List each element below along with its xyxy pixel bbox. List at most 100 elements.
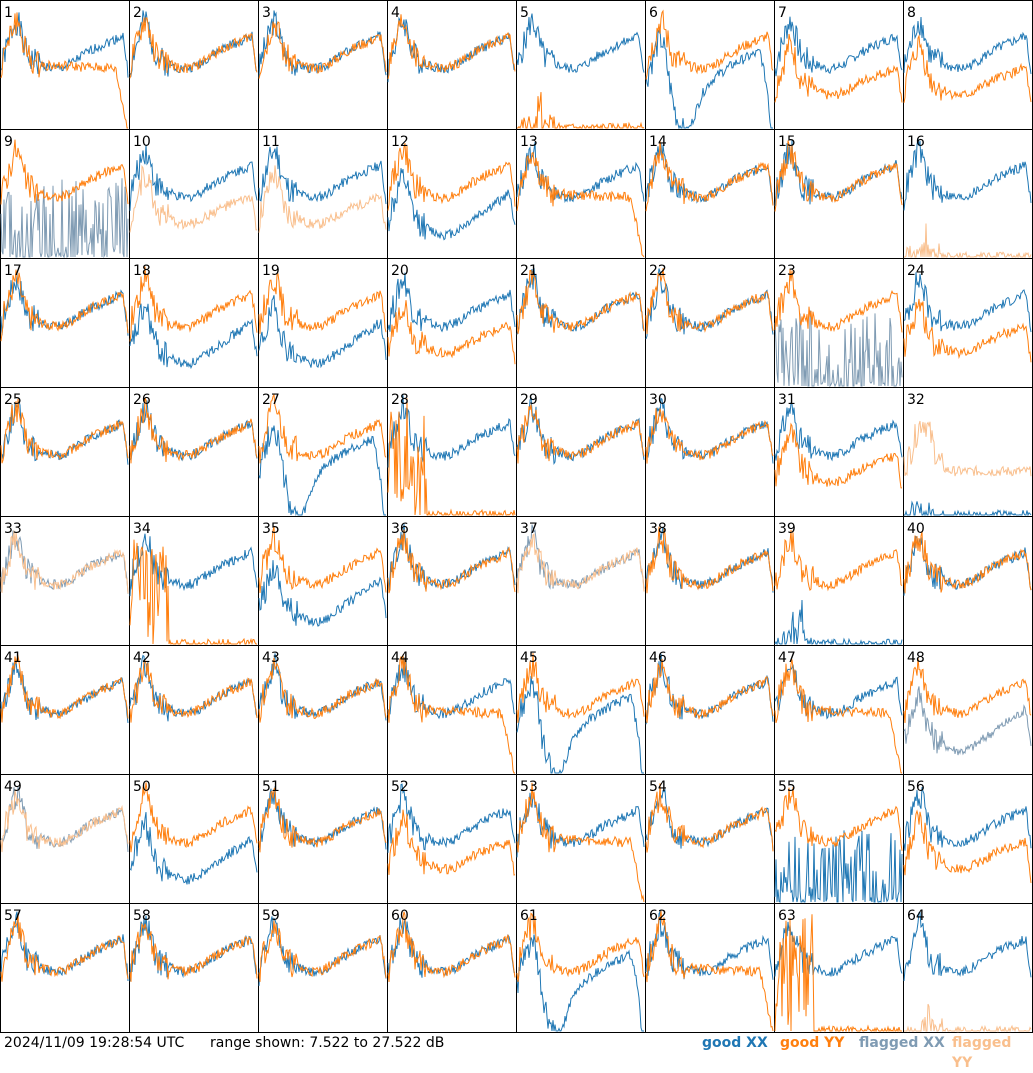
panel-29: 29 — [516, 387, 646, 517]
panel-label: 8 — [907, 5, 916, 21]
panel-59: 59 — [258, 903, 388, 1033]
panel-label: 26 — [133, 392, 151, 408]
panel-label: 46 — [649, 650, 667, 666]
panel-label: 15 — [778, 134, 796, 150]
panel-15: 15 — [774, 129, 904, 259]
series-yy — [903, 530, 1032, 594]
panel-label: 44 — [391, 650, 409, 666]
panel-label: 21 — [520, 263, 538, 279]
panel-7: 7 — [774, 0, 904, 130]
series-yy — [645, 526, 774, 594]
panel-28: 28 — [387, 387, 517, 517]
series-yy — [387, 143, 516, 211]
series-yy — [129, 539, 257, 646]
panel-label: 22 — [649, 263, 667, 279]
panel-label: 11 — [262, 134, 280, 150]
panel-label: 50 — [133, 779, 151, 795]
panel-label: 9 — [4, 134, 13, 150]
panel-3: 3 — [258, 0, 388, 130]
panel-label: 58 — [133, 908, 151, 924]
panel-label: 19 — [262, 263, 280, 279]
panel-label: 4 — [391, 5, 400, 21]
series-xx — [903, 787, 1032, 851]
panel-label: 18 — [133, 263, 151, 279]
series-yy — [387, 398, 516, 517]
panel-label: 29 — [520, 392, 538, 408]
panel-10: 10 — [129, 129, 259, 259]
series-yy — [774, 787, 903, 851]
series-yy — [645, 408, 774, 464]
panel-38: 38 — [645, 516, 775, 646]
panel-frame — [129, 0, 259, 130]
panel-label: 2 — [133, 5, 142, 21]
panel-32: 32 — [903, 387, 1033, 517]
series-yy — [516, 269, 645, 334]
panel-label: 32 — [907, 392, 925, 408]
panel-34: 34 — [129, 516, 259, 646]
series-yy — [774, 659, 903, 774]
panel-51: 51 — [258, 774, 388, 904]
series-yy — [645, 783, 774, 853]
legend-flagged-yy: flagged YY — [952, 1035, 1012, 1071]
series-yy — [774, 268, 903, 333]
panel-label: 38 — [649, 521, 667, 537]
panel-23: 23 — [774, 258, 904, 388]
panel-4: 4 — [387, 0, 517, 130]
series-yy — [0, 139, 129, 205]
series-yy — [903, 809, 1032, 883]
panel-label: 48 — [907, 650, 925, 666]
series-yy — [774, 140, 903, 212]
series-xx — [774, 830, 903, 903]
panel-label: 30 — [649, 392, 667, 408]
panel-56: 56 — [903, 774, 1033, 904]
series-yy — [516, 653, 645, 723]
legend-flagged-xx: flagged XX — [859, 1035, 945, 1051]
panel-label: 51 — [262, 779, 280, 795]
panel-1: 1 — [0, 0, 130, 130]
series-xx — [129, 812, 258, 885]
series-xx — [387, 168, 516, 241]
panel-40: 40 — [903, 516, 1033, 646]
series-xx — [516, 142, 645, 204]
panel-61: 61 — [516, 903, 646, 1033]
panel-26: 26 — [129, 387, 259, 517]
panel-label: 24 — [907, 263, 925, 279]
panel-label: 60 — [391, 908, 409, 924]
series-xx — [645, 142, 774, 206]
series-yy — [258, 920, 387, 982]
series-yy — [645, 268, 774, 335]
series-xx — [774, 401, 903, 462]
panel-16: 16 — [903, 129, 1033, 259]
series-yy — [774, 422, 902, 489]
series-xx — [129, 654, 258, 722]
panel-label: 53 — [520, 779, 538, 795]
series-yy — [516, 151, 645, 258]
panel-frame — [645, 0, 775, 130]
panel-53: 53 — [516, 774, 646, 904]
footer: 2024/11/09 19:28:54 UTC range shown: 7.5… — [0, 1033, 1033, 1071]
panel-45: 45 — [516, 645, 646, 775]
series-xx — [645, 788, 774, 851]
series-yy — [258, 657, 387, 723]
panel-47: 47 — [774, 645, 904, 775]
series-xx — [645, 268, 774, 340]
panel-58: 58 — [129, 903, 259, 1033]
panel-frame — [0, 0, 130, 130]
panel-6: 6 — [645, 0, 775, 130]
panel-54: 54 — [645, 774, 775, 904]
panel-44: 44 — [387, 645, 517, 775]
panel-label: 36 — [391, 521, 409, 537]
panel-label: 17 — [4, 263, 22, 279]
panel-63: 63 — [774, 903, 904, 1033]
panel-label: 42 — [133, 650, 151, 666]
series-yy — [517, 92, 645, 130]
panel-label: 43 — [262, 650, 280, 666]
series-xx — [516, 13, 645, 73]
series-xx — [387, 16, 516, 83]
panel-62: 62 — [645, 903, 775, 1033]
panel-37: 37 — [516, 516, 646, 646]
panel-13: 13 — [516, 129, 646, 259]
panel-label: 27 — [262, 392, 280, 408]
series-xx — [387, 395, 516, 468]
